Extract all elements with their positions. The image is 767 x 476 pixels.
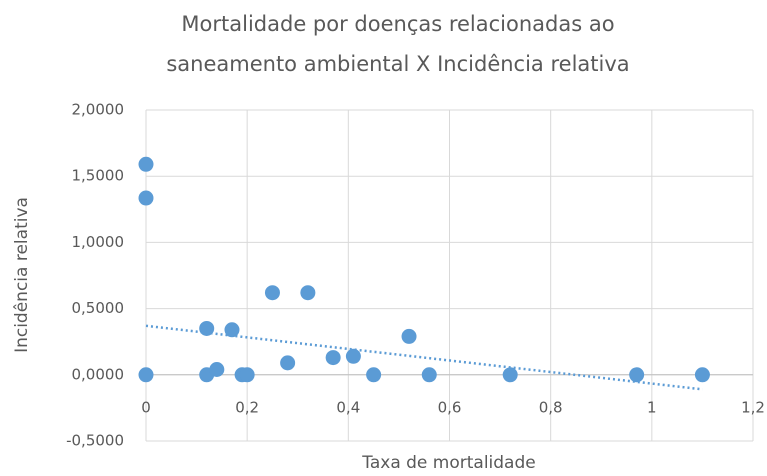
x-tick-label: 0,4: [336, 398, 360, 416]
y-tick-label: 1,0000: [72, 233, 125, 251]
y-tick-label: -0,5000: [66, 432, 124, 450]
point: [401, 328, 417, 344]
y-tick-label: 1,5000: [72, 167, 125, 185]
point: [325, 350, 341, 366]
point: [502, 367, 518, 383]
point: [264, 285, 280, 301]
point: [138, 156, 154, 172]
point: [280, 355, 296, 371]
point: [138, 190, 154, 206]
point: [345, 348, 361, 364]
x-tick-label: 0,2: [235, 398, 259, 416]
point: [138, 367, 154, 383]
y-tick-label: 2,0000: [72, 101, 125, 119]
x-tick-label: 1: [647, 398, 657, 416]
point: [300, 285, 316, 301]
point: [224, 322, 240, 338]
point: [366, 367, 382, 383]
point: [694, 367, 710, 383]
point: [209, 362, 225, 378]
point: [421, 367, 437, 383]
point: [199, 320, 215, 336]
x-tick-label: 1,2: [741, 398, 765, 416]
x-tick-label: 0,6: [438, 398, 462, 416]
chart-title: Mortalidade por doenças relacionadas ao …: [166, 12, 630, 76]
x-tick-label: 0: [141, 398, 151, 416]
point: [239, 367, 255, 383]
y-tick-label: 0,5000: [72, 299, 125, 317]
x-axis-label: Taxa de mortalidade: [361, 453, 535, 473]
x-tick-label: 0,8: [539, 398, 563, 416]
y-tick-label: 0,0000: [72, 365, 125, 383]
y-axis-label: Incidência relativa: [12, 197, 32, 353]
trendline: [145, 324, 703, 391]
point: [629, 367, 645, 383]
